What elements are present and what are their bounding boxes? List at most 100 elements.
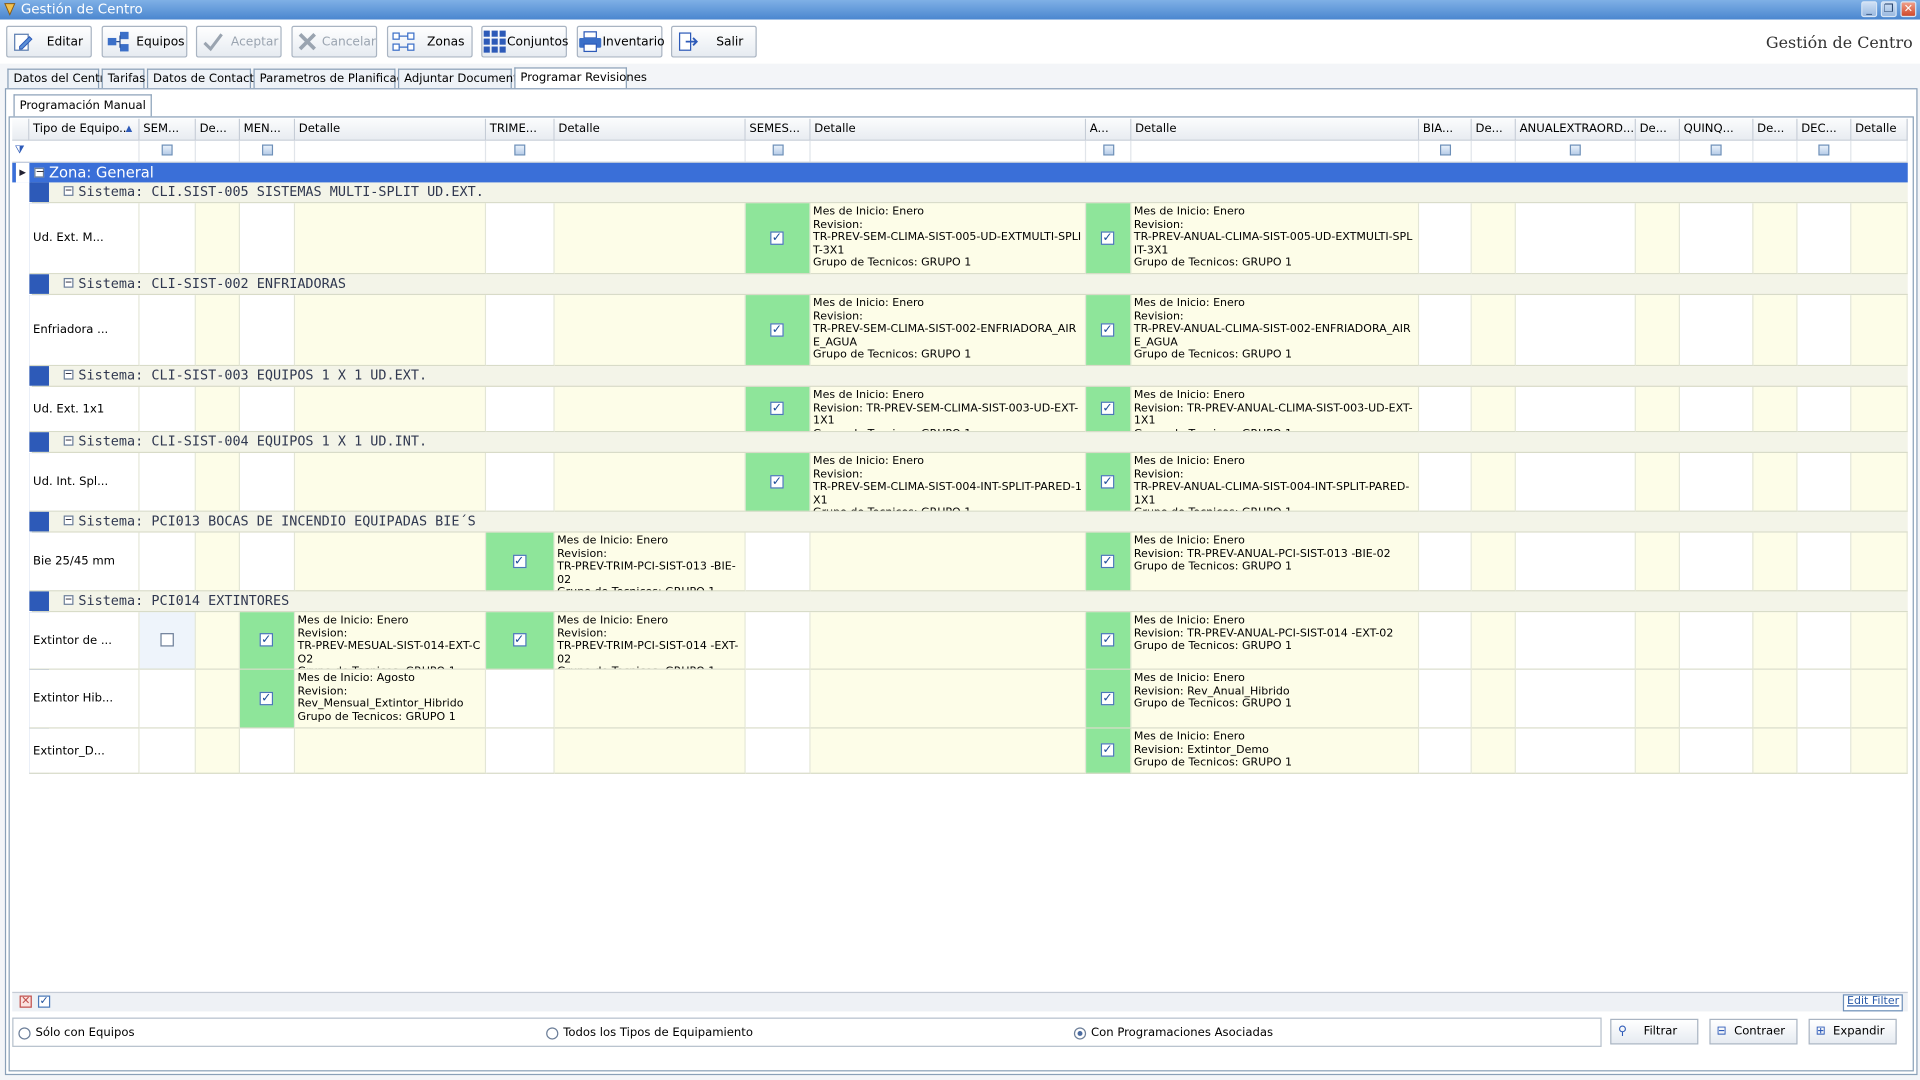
checkbox-checked[interactable]: ✓ xyxy=(770,230,784,245)
schedule-check-cell[interactable] xyxy=(1515,386,1636,433)
schedule-check-cell[interactable] xyxy=(240,203,296,275)
filter-cell[interactable] xyxy=(1472,140,1516,162)
filter-cell[interactable] xyxy=(1516,140,1636,162)
filter-checkbox[interactable] xyxy=(1439,144,1451,156)
schedule-check-cell[interactable] xyxy=(1419,386,1472,433)
column-header[interactable]: Detalle xyxy=(1851,118,1908,141)
collapse-button[interactable]: ⊟ Contraer xyxy=(1709,1018,1798,1045)
schedule-check-cell[interactable]: ✓ xyxy=(1086,612,1132,670)
column-header[interactable]: Detalle xyxy=(810,118,1087,141)
tab-schedule-revisions[interactable]: Programar Revisiones xyxy=(514,67,647,90)
schedule-check-cell[interactable] xyxy=(139,669,196,729)
equipment-row[interactable]: Extintor Hib... ✓ Mes de Inicio: Agosto Rev… xyxy=(12,669,1908,729)
schedule-check-cell[interactable] xyxy=(1797,386,1852,433)
column-header[interactable]: ANUALEXTRAORD... xyxy=(1515,118,1636,141)
schedule-check-cell[interactable] xyxy=(1797,203,1852,275)
schedule-check-cell[interactable] xyxy=(486,386,555,433)
schedule-check-cell[interactable] xyxy=(1515,453,1636,512)
schedule-check-cell[interactable] xyxy=(486,453,555,512)
checkbox-checked[interactable]: ✓ xyxy=(512,554,526,568)
schedule-check-cell[interactable] xyxy=(1680,669,1754,729)
filter-cell[interactable] xyxy=(1753,140,1798,162)
checkbox-checked[interactable]: ✓ xyxy=(1100,743,1115,757)
filter-cell[interactable] xyxy=(240,140,296,162)
schedule-check-cell[interactable] xyxy=(1419,728,1472,774)
schedule-check-cell[interactable]: ✓ xyxy=(1086,295,1132,367)
column-header[interactable]: De... xyxy=(1635,118,1681,141)
tab-contacts[interactable]: Datos de Contactos xyxy=(146,68,267,89)
filter-cell[interactable] xyxy=(1851,140,1908,162)
filter-cell[interactable] xyxy=(746,140,811,162)
system-group-row[interactable]: − Sistema: CLI-SIST-003 EQUIPOS 1 X 1 UD.… xyxy=(12,366,1908,387)
column-header[interactable]: De... xyxy=(195,118,241,141)
schedule-check-cell[interactable] xyxy=(139,728,196,774)
clear-filter-icon[interactable]: ✕ xyxy=(19,995,32,1008)
schedule-check-cell[interactable] xyxy=(1680,386,1754,433)
system-group-row[interactable]: − Sistema: PCI014 EXTINTORES xyxy=(12,591,1908,613)
filter-cell[interactable] xyxy=(295,140,487,162)
tab-attach-documents[interactable]: Adjuntar Documentos xyxy=(397,68,531,89)
equipment-row[interactable]: Ud. Ext. 1x1 ✓ Mes de Inicio: Enero Revisio… xyxy=(12,386,1908,433)
filter-checkbox[interactable] xyxy=(772,144,784,156)
filter-cell[interactable] xyxy=(140,140,196,162)
column-header[interactable]: De... xyxy=(1753,118,1798,141)
checkbox-checked[interactable]: ✓ xyxy=(1100,230,1115,245)
filter-cell[interactable] xyxy=(1086,140,1132,162)
schedule-check-cell[interactable] xyxy=(139,386,196,433)
column-header[interactable]: QUINQ... xyxy=(1680,118,1754,141)
schedule-check-cell[interactable] xyxy=(139,453,196,512)
column-header[interactable]: Tipo de Equipo... ▲ xyxy=(29,118,140,141)
cancel-button[interactable]: Cancelar xyxy=(291,25,378,58)
system-group-row[interactable]: − Sistema: PCI013 BOCAS DE INCENDIO EQUIP… xyxy=(12,511,1908,533)
schedule-check-cell[interactable] xyxy=(745,612,811,670)
collapse-icon[interactable]: − xyxy=(63,368,74,381)
collapse-icon[interactable]: − xyxy=(34,166,45,179)
filter-cell[interactable] xyxy=(196,140,241,162)
checkbox-checked[interactable]: ✓ xyxy=(770,474,784,488)
schedule-check-cell[interactable] xyxy=(1515,669,1636,729)
restore-button[interactable]: ❐ xyxy=(1880,1,1897,18)
filter-button[interactable]: ⚲ Filtrar xyxy=(1610,1018,1699,1045)
column-header[interactable]: Detalle xyxy=(554,118,746,141)
tab-rates[interactable]: Tarifas xyxy=(101,68,145,89)
schedule-check-cell[interactable] xyxy=(1515,295,1636,367)
checkbox-checked[interactable]: ✓ xyxy=(1100,474,1115,488)
checkbox-checked[interactable]: ✓ xyxy=(1100,401,1115,416)
radio-all-equipment-types[interactable]: Todos los Tipos de Equipamiento xyxy=(546,1026,753,1040)
schedule-check-cell[interactable]: ✓ xyxy=(1086,669,1132,729)
checkbox-checked[interactable]: ✓ xyxy=(259,691,274,705)
checkbox-checked[interactable]: ✓ xyxy=(512,633,526,647)
sets-button[interactable]: Conjuntos xyxy=(481,25,568,58)
schedule-check-cell[interactable] xyxy=(1419,295,1472,367)
schedule-check-cell[interactable] xyxy=(240,295,296,367)
filter-cell[interactable] xyxy=(811,140,1087,162)
collapse-icon[interactable]: − xyxy=(63,184,74,198)
schedule-check-cell[interactable] xyxy=(745,669,811,729)
column-header[interactable]: SEM... xyxy=(139,118,196,141)
checkbox-checked[interactable]: ✓ xyxy=(259,633,274,647)
schedule-check-cell[interactable] xyxy=(1419,453,1472,512)
schedule-check-cell[interactable] xyxy=(1515,612,1636,670)
collapse-icon[interactable]: − xyxy=(63,276,74,289)
schedule-check-cell[interactable] xyxy=(1419,532,1472,592)
zone-group-row[interactable]: ▶ − Zona: General xyxy=(12,162,1908,183)
system-group-row[interactable]: − Sistema: CLI.SIST-005 SISTEMAS MULTI-SP… xyxy=(12,182,1908,204)
column-header[interactable]: BIA... xyxy=(1419,118,1472,141)
schedule-check-cell[interactable] xyxy=(745,532,811,592)
checkbox-unchecked[interactable] xyxy=(159,633,174,647)
schedule-check-cell[interactable] xyxy=(1680,295,1754,367)
equipment-row[interactable]: Ud. Ext. M... ✓ Mes de Inicio: Enero Revisi… xyxy=(12,203,1908,275)
filter-checkbox[interactable] xyxy=(1818,144,1830,156)
schedule-check-cell[interactable] xyxy=(1797,612,1852,670)
schedule-check-cell[interactable] xyxy=(486,728,555,774)
tab-center-data[interactable]: Datos del Centro xyxy=(7,68,111,89)
schedule-check-cell[interactable] xyxy=(1515,532,1636,592)
schedule-check-cell[interactable] xyxy=(240,386,296,433)
filter-checkbox[interactable] xyxy=(514,144,526,156)
schedule-check-cell[interactable] xyxy=(1515,728,1636,774)
filter-cell[interactable] xyxy=(1419,140,1472,162)
schedule-check-cell[interactable] xyxy=(139,295,196,367)
equipment-row[interactable]: Extintor_D... ✓ Mes de Inicio: Enero Revisi… xyxy=(12,728,1908,774)
filter-cell[interactable] xyxy=(29,140,140,162)
schedule-check-cell[interactable] xyxy=(1797,453,1852,512)
